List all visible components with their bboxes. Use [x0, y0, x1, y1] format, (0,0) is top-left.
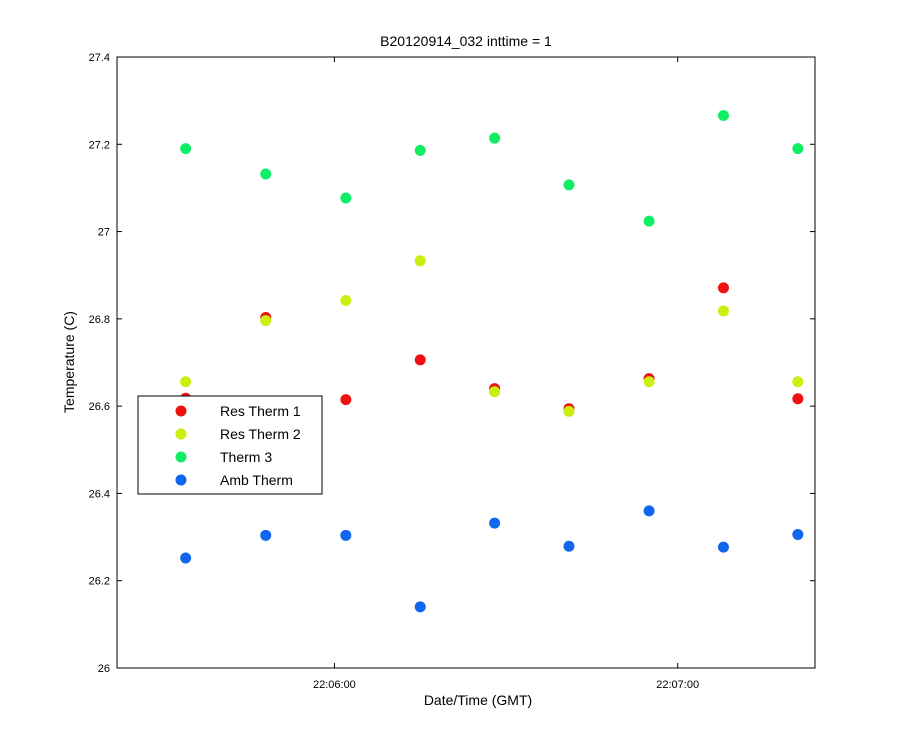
point-amb-therm	[717, 541, 729, 553]
legend-marker-res-therm-2	[175, 428, 187, 440]
x-axis-label: Date/Time (GMT)	[424, 692, 532, 708]
point-res-therm-2	[563, 405, 575, 417]
point-therm-3	[180, 143, 192, 155]
x-tick-label: 22:07:00	[656, 679, 699, 691]
y-axis-ticks: 26 26.2 26.4 26.6 26.8 27 27.2 27.4	[89, 52, 815, 675]
point-amb-therm	[792, 528, 804, 540]
point-res-therm-2	[414, 255, 426, 267]
point-therm-3	[340, 192, 352, 204]
point-therm-3	[414, 144, 426, 156]
legend-box	[137, 395, 323, 495]
x-tick-label: 22:06:00	[313, 679, 356, 691]
y-tick-label: 26.4	[89, 488, 110, 500]
point-res-therm-1	[717, 282, 729, 294]
point-res-therm-1	[792, 393, 804, 405]
y-tick-label: 27.2	[89, 139, 110, 151]
plot-area	[116, 56, 816, 669]
legend: Res Therm 1 Res Therm 2 Therm 3 Amb Therm	[137, 395, 323, 495]
legend-marker-therm-3	[175, 451, 187, 463]
legend-marker-amb-therm	[175, 474, 187, 486]
legend-label-therm-3: Therm 3	[220, 449, 272, 465]
point-amb-therm	[180, 552, 192, 564]
y-tick-label: 26.8	[89, 314, 110, 326]
y-axis-label: Temperature (C)	[61, 311, 77, 413]
point-therm-3	[489, 132, 501, 144]
point-amb-therm	[489, 517, 501, 529]
point-amb-therm	[643, 505, 655, 517]
legend-label-res-therm-1: Res Therm 1	[220, 403, 301, 419]
point-res-therm-2	[340, 295, 352, 307]
point-res-therm-2	[643, 376, 655, 388]
point-res-therm-2	[489, 386, 501, 398]
point-res-therm-2	[260, 315, 272, 327]
chart-title: B20120914_032 inttime = 1	[380, 33, 552, 49]
y-tick-label: 26.6	[89, 401, 110, 413]
legend-marker-res-therm-1	[175, 405, 187, 417]
legend-items: Res Therm 1 Res Therm 2 Therm 3 Amb Therm	[175, 403, 301, 488]
point-therm-3	[563, 179, 575, 191]
point-therm-3	[643, 215, 655, 227]
point-amb-therm	[414, 601, 426, 613]
y-tick-label: 26.2	[89, 576, 110, 588]
point-res-therm-2	[717, 305, 729, 317]
point-amb-therm	[563, 540, 575, 552]
point-res-therm-2	[180, 376, 192, 388]
point-amb-therm	[260, 529, 272, 541]
point-therm-3	[792, 143, 804, 155]
x-axis-ticks: 22:06:00 22:07:00	[313, 57, 699, 691]
y-tick-label: 27.4	[89, 52, 110, 64]
point-therm-3	[717, 109, 729, 121]
point-therm-3	[260, 168, 272, 180]
legend-label-res-therm-2: Res Therm 2	[220, 426, 301, 442]
point-res-therm-1	[340, 394, 352, 406]
point-amb-therm	[340, 529, 352, 541]
point-res-therm-1	[414, 354, 426, 366]
point-res-therm-2	[792, 376, 804, 388]
y-tick-label: 27	[98, 227, 110, 239]
legend-label-amb-therm: Amb Therm	[220, 472, 293, 488]
y-tick-label: 26	[98, 663, 110, 675]
